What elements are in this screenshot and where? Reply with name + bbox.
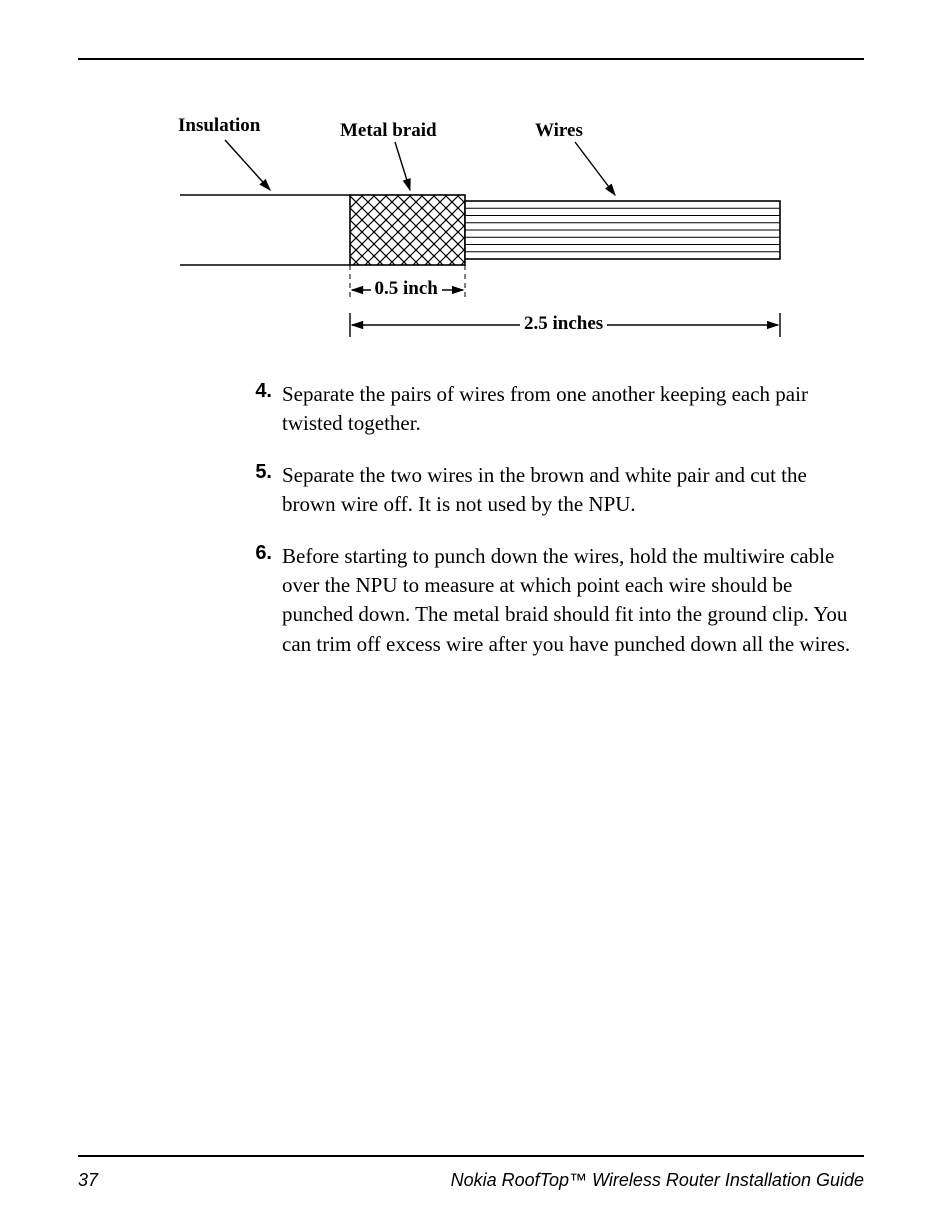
step-number: 6. [240, 542, 282, 660]
cable-strip-figure: Insulation Metal braid Wires 0.5 inch 2.… [170, 100, 800, 350]
label-wires: Wires [535, 120, 583, 142]
step-text: Separate the two wires in the brown and … [282, 461, 865, 520]
cable-diagram-svg [170, 100, 800, 350]
top-rule [78, 58, 864, 60]
step-text: Separate the pairs of wires from one ano… [282, 380, 865, 439]
page-footer: 37 Nokia RoofTop™ Wireless Router Instal… [78, 1170, 864, 1191]
step-item: 5.Separate the two wires in the brown an… [240, 461, 865, 520]
step-item: 6.Before starting to punch down the wire… [240, 542, 865, 660]
label-insulation: Insulation [178, 115, 260, 137]
label-metal-braid: Metal braid [340, 120, 437, 142]
dimension-short: 0.5 inch [371, 278, 442, 300]
step-number: 5. [240, 461, 282, 520]
footer-title: Nokia RoofTop™ Wireless Router Installat… [451, 1170, 864, 1191]
footer-rule [78, 1155, 864, 1157]
step-number: 4. [240, 380, 282, 439]
step-item: 4.Separate the pairs of wires from one a… [240, 380, 865, 439]
dimension-long: 2.5 inches [520, 313, 607, 335]
step-text: Before starting to punch down the wires,… [282, 542, 865, 660]
instruction-steps: 4.Separate the pairs of wires from one a… [240, 380, 865, 681]
page-number: 37 [78, 1170, 98, 1191]
